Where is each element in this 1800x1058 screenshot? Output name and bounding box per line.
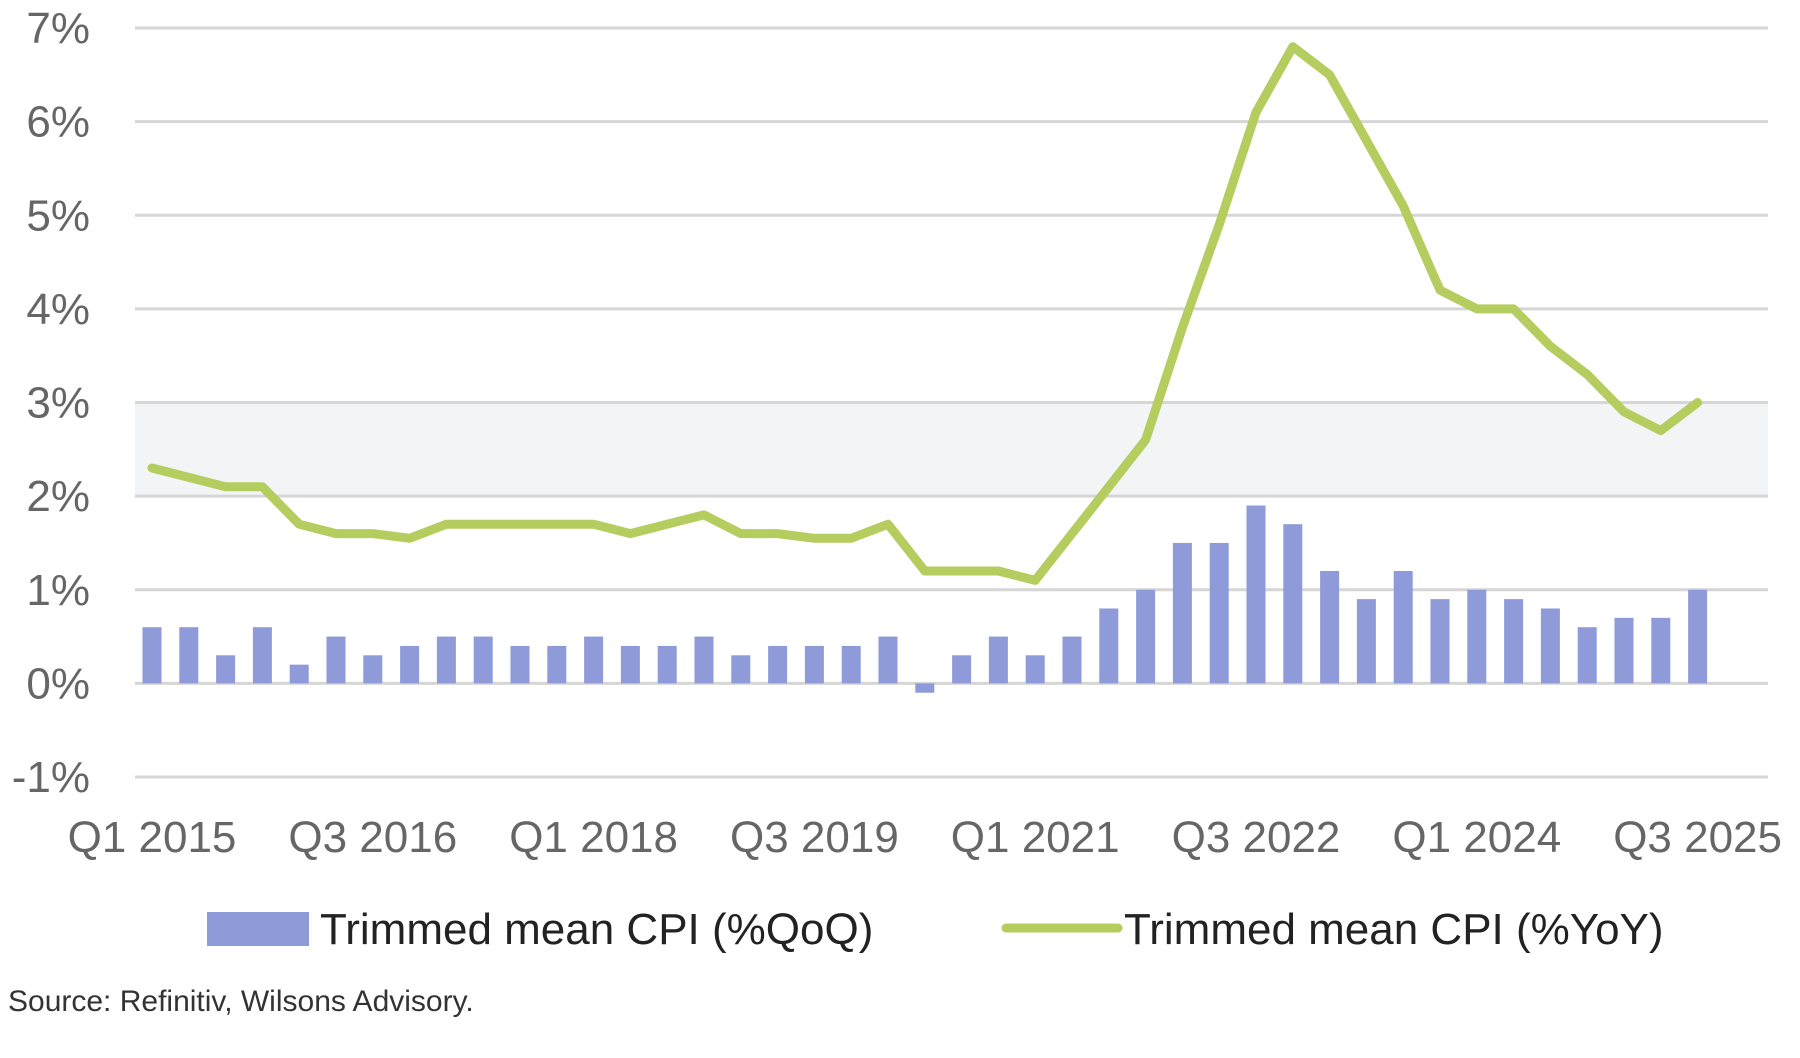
x-tick-label: Q3 2016 — [288, 813, 457, 862]
bar — [1614, 617, 1634, 684]
legend: Trimmed mean CPI (%QoQ) Trimmed mean CPI… — [207, 905, 1664, 954]
bar — [878, 636, 898, 684]
bar — [988, 636, 1008, 684]
bar — [1540, 608, 1560, 684]
source-note: Source: Refinitiv, Wilsons Advisory. — [8, 985, 474, 1018]
bar — [1283, 524, 1303, 684]
bar — [142, 627, 162, 684]
bar — [1393, 571, 1413, 684]
bar — [1577, 627, 1597, 684]
target-band — [135, 402, 1768, 497]
bar — [1356, 599, 1376, 684]
bar — [1651, 617, 1671, 684]
bar — [1136, 589, 1156, 684]
bar — [1172, 542, 1192, 684]
y-tick-label: 7% — [26, 4, 90, 53]
x-tick-label: Q1 2018 — [509, 813, 678, 862]
bar — [473, 636, 493, 684]
x-tick-label: Q1 2024 — [1392, 813, 1561, 862]
y-tick-label: 3% — [26, 379, 90, 428]
bar — [326, 636, 346, 684]
bar — [841, 645, 861, 684]
bar — [584, 636, 604, 684]
bar — [620, 645, 640, 684]
bar — [1688, 589, 1708, 684]
legend-swatch-qoq — [207, 912, 309, 946]
bar — [804, 645, 824, 684]
x-tick-label: Q1 2015 — [68, 813, 237, 862]
bar — [1025, 655, 1045, 684]
x-axis: Q1 2015 Q3 2016 Q1 2018 Q3 2019 Q1 2021 Q3 20… — [68, 813, 1782, 862]
bar — [1209, 542, 1229, 684]
legend-label-qoq: Trimmed mean CPI (%QoQ) — [320, 905, 873, 954]
yoy-line — [147, 42, 1703, 585]
bar — [216, 655, 236, 684]
bar — [363, 655, 383, 684]
bar — [1099, 608, 1119, 684]
bar — [179, 627, 199, 684]
y-tick-label: 1% — [26, 566, 90, 615]
y-tick-label: 6% — [26, 98, 90, 147]
y-tick-label: 5% — [26, 191, 90, 240]
y-tick-label: 0% — [26, 659, 90, 708]
bar — [436, 636, 456, 684]
x-tick-label: Q1 2021 — [951, 813, 1120, 862]
qoq-bars — [142, 505, 1708, 693]
bar — [657, 645, 677, 684]
bar — [1467, 589, 1487, 684]
x-tick-label: Q3 2025 — [1613, 813, 1782, 862]
bar — [1062, 636, 1082, 684]
bar — [1430, 599, 1450, 684]
bar — [1504, 599, 1524, 684]
bar — [731, 655, 751, 684]
bar — [952, 655, 972, 684]
y-tick-label: 4% — [26, 285, 90, 334]
y-tick-label: -1% — [12, 753, 90, 802]
x-tick-label: Q3 2022 — [1172, 813, 1341, 862]
bar — [1320, 571, 1340, 684]
bar — [694, 636, 714, 684]
bar — [768, 645, 788, 684]
bar — [400, 645, 420, 684]
bar — [1246, 505, 1266, 684]
bar — [289, 664, 309, 684]
bar — [915, 683, 935, 693]
y-tick-label: 2% — [26, 472, 90, 521]
bar — [547, 645, 567, 684]
bar — [510, 645, 530, 684]
legend-label-yoy: Trimmed mean CPI (%YoY) — [1124, 905, 1664, 954]
bar — [252, 627, 272, 684]
y-axis: -1% 0% 1% 2% 3% 4% 5% 6% 7% — [12, 4, 90, 802]
x-tick-label: Q3 2019 — [730, 813, 899, 862]
